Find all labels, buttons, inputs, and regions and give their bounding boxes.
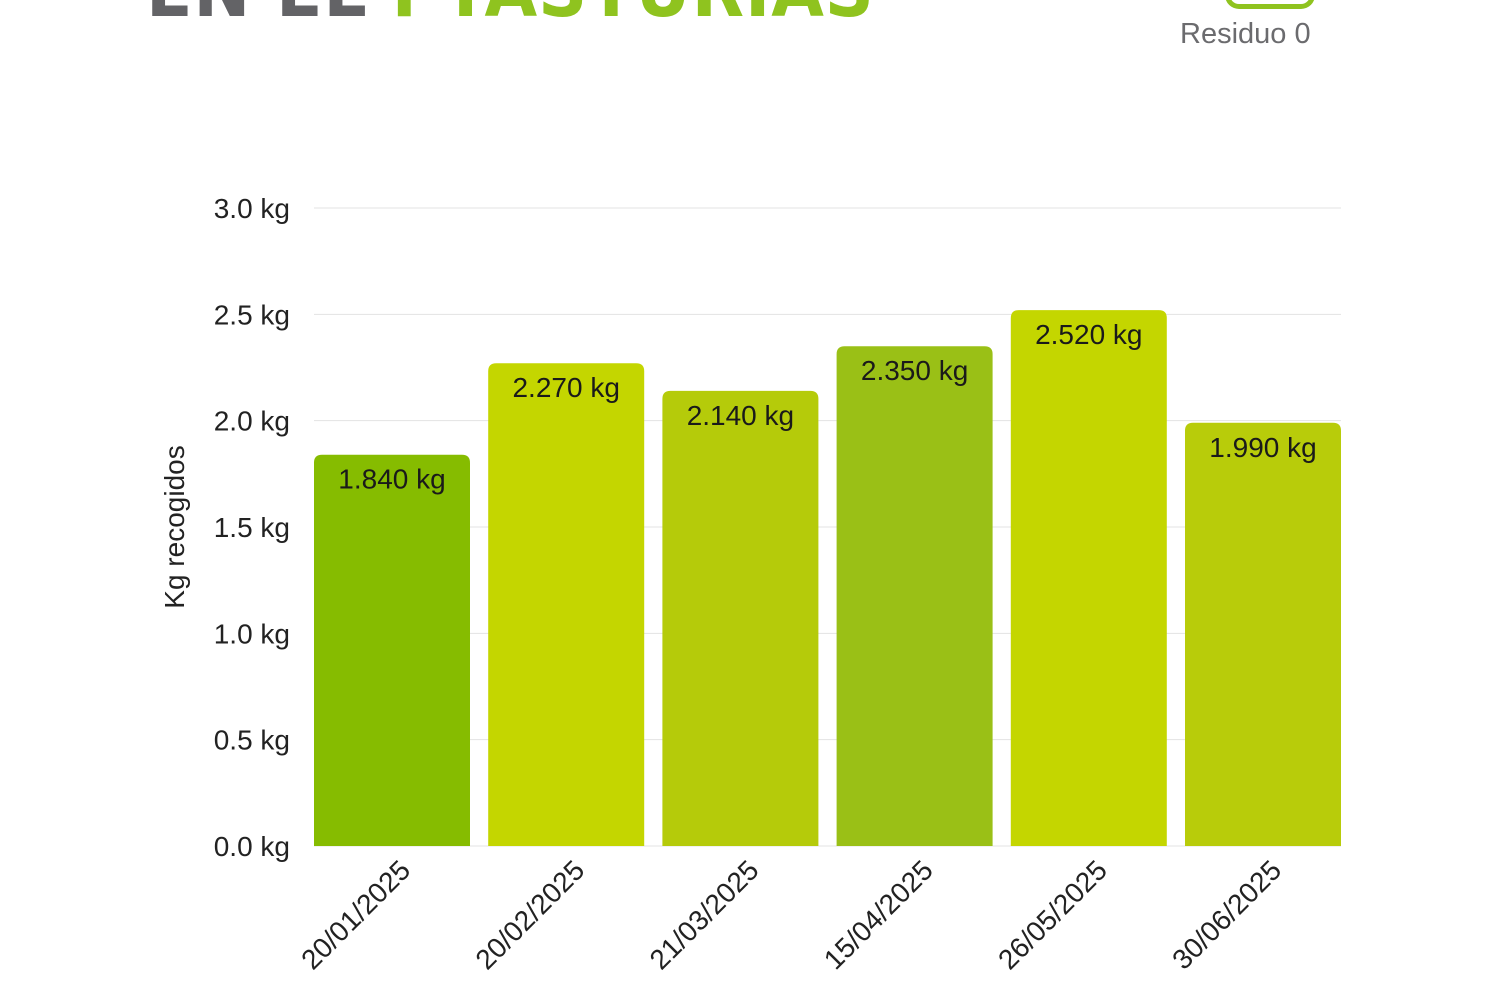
y-tick-label: 1.5 kg [214,512,290,543]
x-tick-label: 21/03/2025 [644,854,765,975]
x-tick-label: 15/04/2025 [818,854,939,975]
y-tick-label: 1.0 kg [214,618,290,649]
y-tick-label: 2.5 kg [214,299,290,330]
data-label: 1.840 kg [338,464,445,495]
bar [662,390,819,846]
y-tick-label: 2.0 kg [214,406,290,437]
bar [488,363,645,846]
x-tick-label: 26/05/2025 [992,854,1113,975]
x-tick-label: 20/02/2025 [469,854,590,975]
y-tick-label: 0.0 kg [214,831,290,862]
y-axis-label: Kg recogidos [159,445,190,608]
x-tick-label: 20/01/2025 [295,854,416,975]
title-part1: EN EL [146,0,368,34]
bar [314,454,470,846]
x-tick-label: 30/06/2025 [1166,854,1287,975]
bar [836,346,993,846]
bar [1010,310,1167,847]
y-tick-label: 3.0 kg [214,193,290,224]
title-part2: PTASTURIAS [392,0,875,34]
page-title: EN EL PTASTURIAS [146,0,875,34]
logo-text: Residuo 0 [1180,18,1311,50]
data-label: 2.270 kg [512,372,619,403]
data-label: 1.990 kg [1209,432,1316,463]
bar [1185,422,1341,846]
data-label: 2.350 kg [861,355,968,386]
y-tick-label: 0.5 kg [214,725,290,756]
data-label: 2.140 kg [687,400,794,431]
data-label: 2.520 kg [1035,319,1142,350]
